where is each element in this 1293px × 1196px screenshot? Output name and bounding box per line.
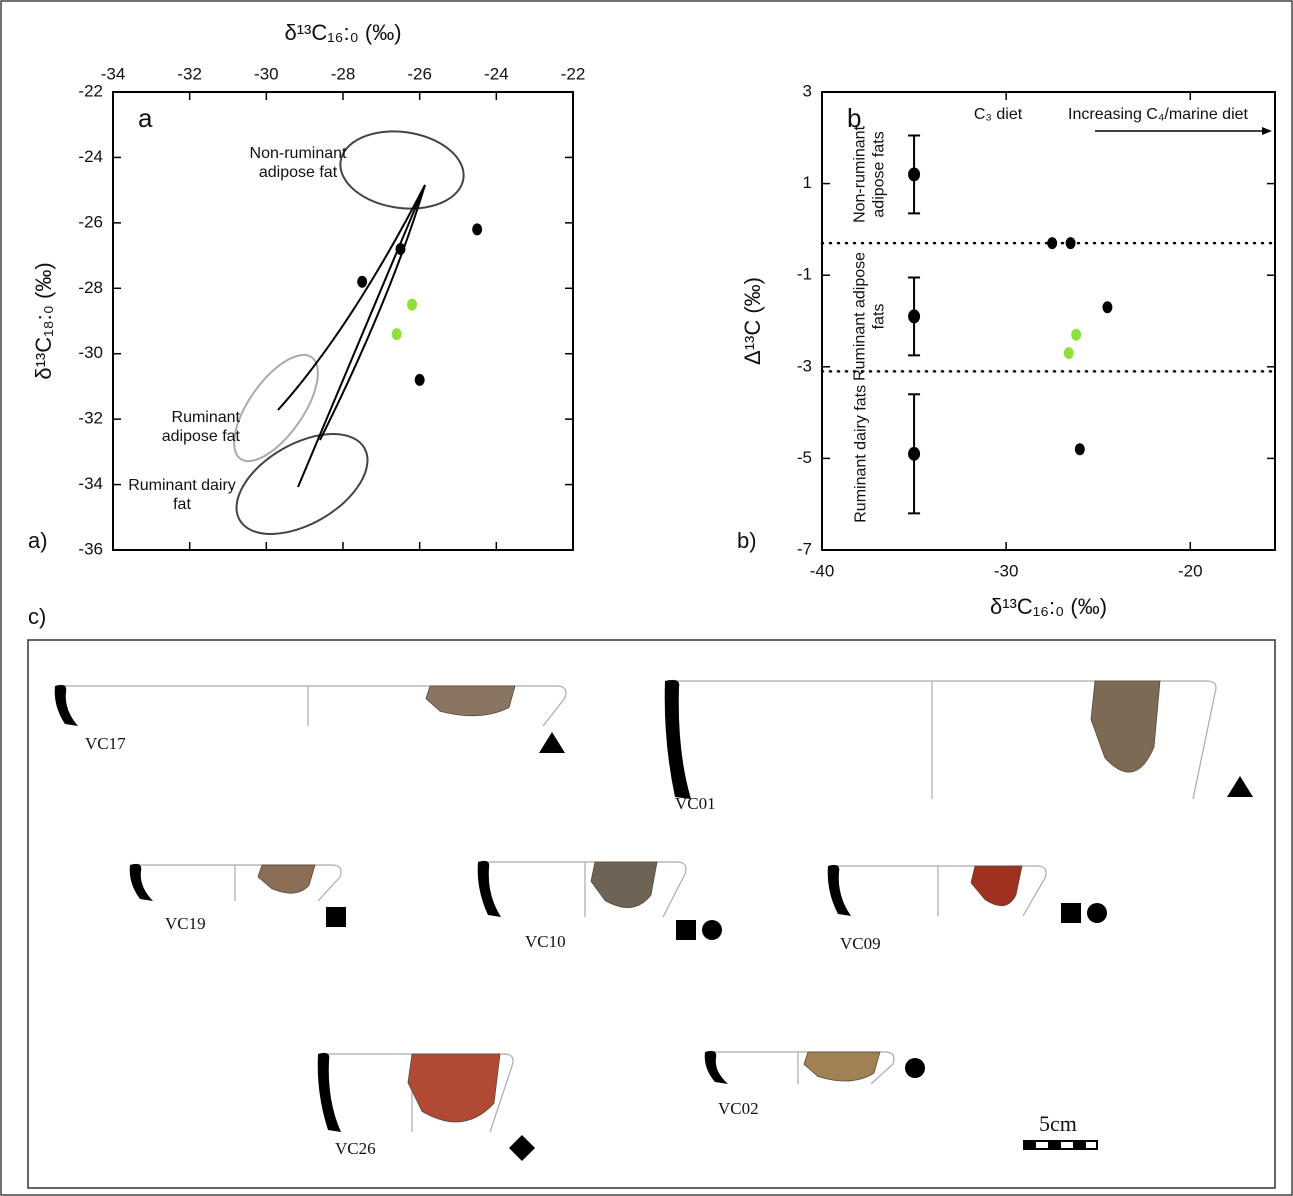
x-tick-label: -28 xyxy=(331,64,356,83)
y-tick-label: -34 xyxy=(78,474,103,493)
vessel-label: VC01 xyxy=(675,794,716,813)
region-label: Ruminant adipose fat xyxy=(120,408,240,446)
vessel-label: VC09 xyxy=(840,934,881,953)
symbol-circle xyxy=(905,1058,925,1078)
y-tick-label: -30 xyxy=(78,343,103,362)
y-tick-label: -24 xyxy=(78,147,103,166)
figure: c) 5cm -34 -32 -30 -28 -26 -24 -22 -36 -34 -32 -30… xyxy=(0,0,1293,1196)
scale-label: 5cm xyxy=(1039,1111,1077,1136)
x-tick-label: -24 xyxy=(484,64,509,83)
point xyxy=(472,223,482,235)
x-tick-label: -30 xyxy=(254,64,279,83)
panel-caption: c) xyxy=(28,604,46,629)
x-tick-label: -32 xyxy=(177,64,202,83)
region-label: Non-ruminant adipose fat xyxy=(238,144,358,182)
y-tick-label: -36 xyxy=(78,539,103,558)
symbol-circle xyxy=(702,920,722,940)
panel-caption: a) xyxy=(28,528,48,553)
reference-label-box: Ruminant adipose fats xyxy=(851,241,895,391)
y-tick-label: -22 xyxy=(78,81,103,100)
reference-label-box: Non-ruminant adipose fats xyxy=(851,99,895,249)
symbol-square xyxy=(676,920,696,940)
x-tick-label: -26 xyxy=(407,64,432,83)
y-tick-label: -1 xyxy=(797,265,812,284)
point xyxy=(1047,237,1057,249)
region-label-box: Non-ruminant adipose fat xyxy=(238,144,358,188)
point xyxy=(1066,237,1076,249)
x-tick-label: -30 xyxy=(994,561,1019,580)
x-tick-label: -20 xyxy=(1178,561,1203,580)
vessel-label: VC17 xyxy=(85,734,126,753)
vessel-label: VC26 xyxy=(335,1139,376,1158)
reference-label: Ruminant dairy fats xyxy=(851,379,870,529)
point xyxy=(1102,301,1112,313)
x-tick-label: -40 xyxy=(810,561,835,580)
point xyxy=(357,276,367,288)
x-axis-label: δ¹³C₁₆:₀ (‰) xyxy=(284,20,401,45)
y-tick-label: -3 xyxy=(797,356,812,375)
y-axis-label: δ¹³C₁₈:₀ (‰) xyxy=(31,262,56,379)
panel-caption: b) xyxy=(737,528,757,553)
vessel-label: VC10 xyxy=(525,932,566,951)
symbol-square xyxy=(1061,903,1081,923)
x-tick-label: -22 xyxy=(561,64,586,83)
panel-label: a xyxy=(138,103,153,133)
vessel-label: VC19 xyxy=(165,914,206,933)
reference-point xyxy=(908,447,920,461)
region-label: Ruminant dairy fat xyxy=(122,476,242,514)
reference-point xyxy=(908,309,920,323)
point xyxy=(1075,443,1085,455)
x-axis-label: δ¹³C₁₆:₀ (‰) xyxy=(990,594,1107,619)
reference-point xyxy=(908,167,920,181)
y-tick-label: 3 xyxy=(803,81,812,100)
vessel-label: VC02 xyxy=(718,1099,759,1118)
reference-label: Non-ruminant adipose fats xyxy=(851,99,889,249)
symbol-square xyxy=(326,907,346,927)
point xyxy=(415,374,425,386)
x-tick-label: -34 xyxy=(101,64,126,83)
region-label-box: Ruminant adipose fat xyxy=(120,408,240,452)
y-tick-label: -26 xyxy=(78,212,103,231)
y-axis-label: Δ¹³C (‰) xyxy=(740,277,765,365)
annotation: Increasing C₄/marine diet xyxy=(1068,106,1249,123)
y-tick-label: -7 xyxy=(797,539,812,558)
annotation: C₃ diet xyxy=(974,106,1023,123)
reference-label-box: Ruminant dairy fats xyxy=(851,379,895,529)
point xyxy=(392,328,402,340)
region-label-box: Ruminant dairy fat xyxy=(122,476,242,520)
point xyxy=(407,299,417,311)
page: {"chart_data": [ {"type": "scatter", "pa… xyxy=(0,0,1293,1196)
y-tick-label: -5 xyxy=(797,448,812,467)
point xyxy=(1071,329,1081,341)
y-tick-label: 1 xyxy=(803,173,812,192)
symbol-circle xyxy=(1087,903,1107,923)
scale-bar xyxy=(1023,1140,1098,1150)
y-tick-label: -32 xyxy=(78,409,103,428)
y-tick-label: -28 xyxy=(78,278,103,297)
point xyxy=(1064,347,1074,359)
reference-label: Ruminant adipose fats xyxy=(851,241,889,391)
point xyxy=(396,243,406,255)
